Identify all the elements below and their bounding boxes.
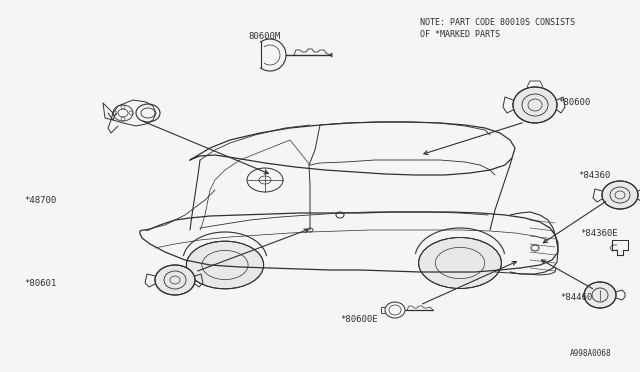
Text: *80600: *80600 [558, 97, 590, 106]
Text: *84360E: *84360E [580, 228, 618, 237]
Text: *48700: *48700 [24, 196, 56, 205]
Text: A998A0068: A998A0068 [570, 349, 612, 358]
Ellipse shape [155, 265, 195, 295]
Text: 80600M: 80600M [248, 32, 280, 41]
Ellipse shape [602, 181, 638, 209]
Ellipse shape [186, 241, 264, 289]
Ellipse shape [584, 282, 616, 308]
Ellipse shape [513, 87, 557, 123]
Text: NOTE: PART CODE 80010S CONSISTS: NOTE: PART CODE 80010S CONSISTS [420, 18, 575, 27]
Text: *80600E: *80600E [340, 315, 378, 324]
Ellipse shape [419, 237, 501, 289]
Text: *84360: *84360 [578, 170, 611, 180]
Text: *84460: *84460 [560, 294, 592, 302]
Text: OF *MARKED PARTS: OF *MARKED PARTS [420, 30, 500, 39]
Text: *80601: *80601 [24, 279, 56, 288]
